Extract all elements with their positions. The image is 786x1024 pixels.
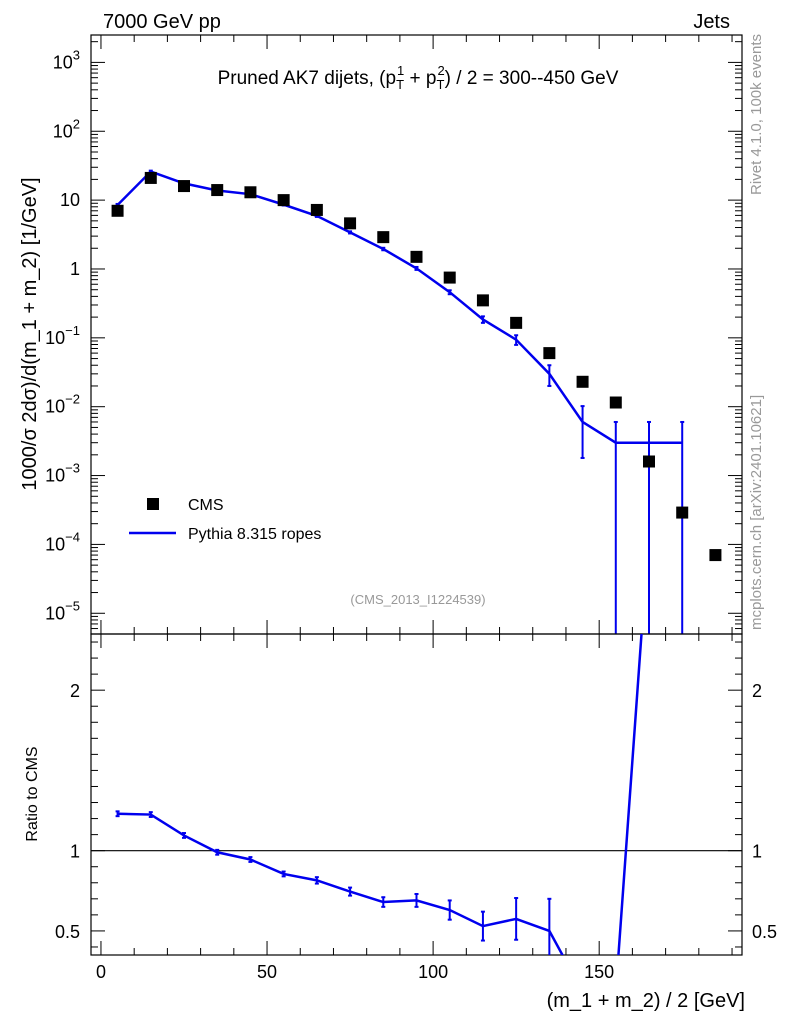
mc-series-line [116,170,683,444]
ratio-y-tick-label: 1 [70,842,80,862]
mcplots-label: mcplots.cern.ch [arXiv:2401.10621] [748,395,765,630]
rivet-label: Rivet 4.1.0, 100k events [748,34,765,195]
ratio-y-tick-label-right: 0.5 [752,922,777,942]
analysis-label: (CMS_2013_I1224539) [350,592,485,607]
cms-data-point [211,184,224,197]
x-tick-label: 0 [96,962,106,982]
cms-data-point [144,171,157,184]
xlabel: (m_1 + m_2) / 2 [GeV] [547,990,745,1012]
cms-data-point [443,271,456,284]
cms-data-point [344,217,357,230]
cms-data-point [244,186,257,199]
ratio-y-tick-label: 2 [70,681,80,701]
plot-title: Pruned AK7 dijets, (pT1 + pT2) / 2 = 300… [218,63,619,92]
y-tick-label: 10−4 [45,529,80,554]
y-tick-label: 10−5 [45,598,80,623]
cms-data-point [576,375,589,388]
ratio-plot: 0 50 100 150 0.5 0.5 1 1 2 2 [55,633,777,982]
y-tick-label: 10−1 [45,323,80,348]
main-frame [90,34,743,635]
cms-data-point [543,347,556,360]
cms-data-point [709,549,722,562]
main-ylabel: 1000/σ 2dσ)/d(m_1 + m_2) [1/GeV] [19,177,41,490]
cms-data-point [310,203,323,216]
ratio-y-tick-label-right: 1 [752,842,762,862]
y-tick-label: 10−2 [45,392,80,417]
cms-data-point [476,294,489,307]
legend: CMS Pythia 8.315 ropes [129,497,321,543]
cms-data-point [609,396,622,409]
x-tick-label: 150 [584,962,614,982]
ratio-y-tick-label-right: 2 [752,681,762,701]
y-tick-label: 102 [53,116,80,141]
beam-label: 7000 GeV pp [103,11,221,33]
ratio-y-tick-label: 0.5 [55,922,80,942]
ratio-frame [90,633,743,956]
legend-label-cms: CMS [188,497,224,514]
cms-data-point [178,180,190,193]
x-tick-label: 50 [257,962,277,982]
main-plot: 10−5 10−4 10−3 10−2 10−1 1 10 102 103 [45,34,743,635]
legend-label-mc: Pythia 8.315 ropes [188,526,321,543]
y-tick-label: 10−3 [45,461,80,486]
process-label: Jets [693,11,730,33]
cms-data-point [277,194,290,207]
ratio-data-area [115,634,643,955]
y-tick-label: 1 [70,259,80,279]
y-tick-label: 10 [60,190,80,210]
x-tick-label: 100 [418,962,448,982]
y-tick-label: 103 [53,47,80,72]
ratio-ylabel: Ratio to CMS [24,746,41,841]
cms-data-point [676,506,689,519]
cms-data-point [643,455,655,468]
cms-data-point [111,204,124,217]
main-data-area [111,169,722,634]
legend-marker-cms [147,498,159,510]
cms-data-point [377,231,390,244]
cms-data-point [510,316,523,329]
ratio-series-line [117,634,643,955]
cms-data-point [410,250,423,263]
